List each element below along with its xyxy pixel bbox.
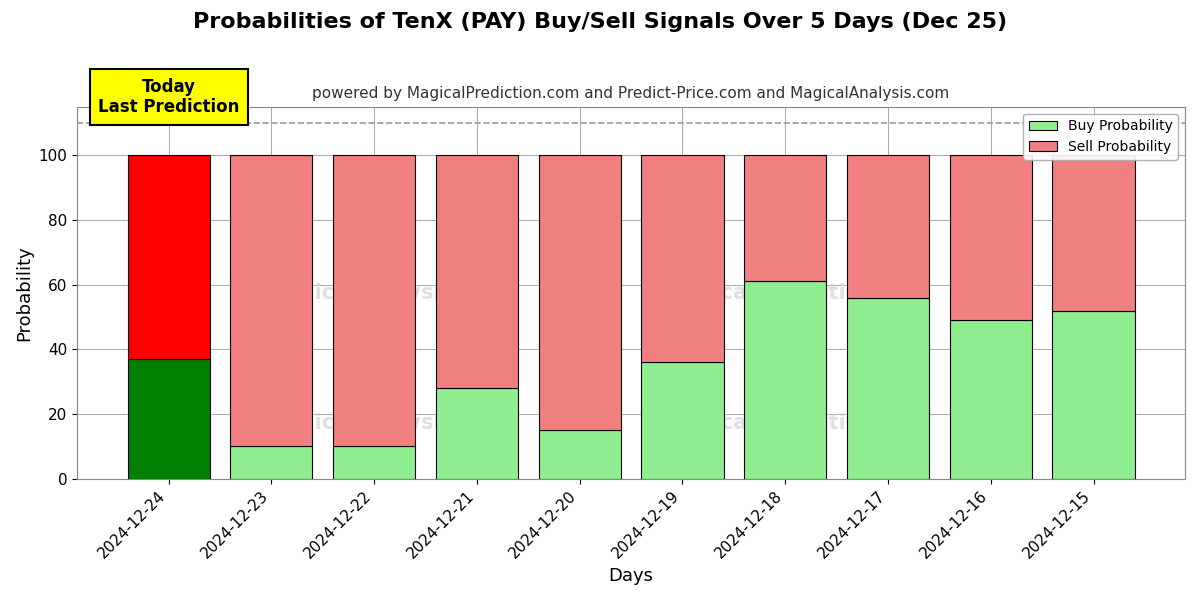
Bar xyxy=(127,359,210,479)
Bar xyxy=(641,362,724,479)
Bar xyxy=(847,298,929,479)
Legend: Buy Probability, Sell Probability: Buy Probability, Sell Probability xyxy=(1024,113,1178,160)
Bar xyxy=(436,155,518,388)
Bar xyxy=(230,155,312,446)
Text: MagicalPrediction.com: MagicalPrediction.com xyxy=(664,283,931,303)
Bar xyxy=(127,155,210,359)
X-axis label: Days: Days xyxy=(608,567,654,585)
Bar xyxy=(539,155,620,430)
Bar xyxy=(539,430,620,479)
Text: Today
Last Prediction: Today Last Prediction xyxy=(98,77,239,116)
Bar xyxy=(334,155,415,446)
Text: MagicalPrediction.com: MagicalPrediction.com xyxy=(664,413,931,433)
Text: Probabilities of TenX (PAY) Buy/Sell Signals Over 5 Days (Dec 25): Probabilities of TenX (PAY) Buy/Sell Sig… xyxy=(193,12,1007,32)
Bar xyxy=(1052,155,1135,311)
Bar xyxy=(436,388,518,479)
Bar xyxy=(1052,311,1135,479)
Text: MagicalAnalysis.com: MagicalAnalysis.com xyxy=(265,283,510,303)
Bar xyxy=(949,155,1032,320)
Bar xyxy=(949,320,1032,479)
Title: powered by MagicalPrediction.com and Predict-Price.com and MagicalAnalysis.com: powered by MagicalPrediction.com and Pre… xyxy=(312,86,949,101)
Bar xyxy=(847,155,929,298)
Bar xyxy=(334,446,415,479)
Bar xyxy=(744,155,827,281)
Y-axis label: Probability: Probability xyxy=(14,245,32,341)
Bar xyxy=(230,446,312,479)
Bar xyxy=(744,281,827,479)
Text: MagicalAnalysis.com: MagicalAnalysis.com xyxy=(265,413,510,433)
Bar xyxy=(641,155,724,362)
